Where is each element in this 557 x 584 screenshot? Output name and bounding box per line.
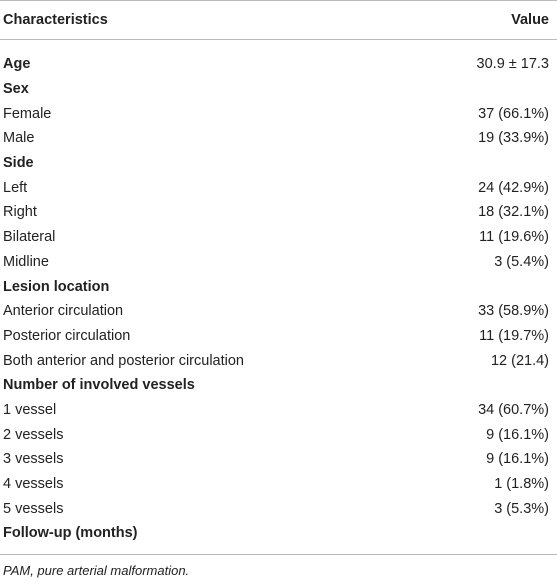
row-value — [418, 373, 557, 398]
row-value: 24 (42.9%) — [478, 179, 549, 196]
table: Characteristics Value Age 30.9 ± 17.3 Sex F… — [0, 0, 557, 555]
table-row: Age 30.9 ± 17.3 — [0, 40, 557, 77]
row-label: Both anterior and posterior circulation — [3, 352, 244, 369]
row-label: Midline — [3, 253, 49, 270]
row-value: 19 (33.9%) — [478, 130, 549, 147]
table-body: Age 30.9 ± 17.3 Sex Female 37 (66.1%) Male 19 … — [0, 40, 557, 555]
row-label: 5 vessels — [3, 500, 64, 517]
row-label: 4 vessels — [3, 476, 64, 493]
footnote: PAM, pure arterial malformation. — [3, 562, 190, 578]
table-row: Number of involved vessels — [0, 373, 557, 398]
table-row: Male 19 (33.9%) — [0, 126, 557, 151]
table-row: Lesion location — [0, 274, 557, 299]
row-value: 3 (5.4%) — [494, 253, 549, 270]
row-label: 2 vessels — [3, 426, 64, 443]
row-label: Side — [3, 155, 34, 172]
table-row: Bilateral 11 (19.6%) — [0, 225, 557, 250]
table-row: Right 18 (32.1%) — [0, 200, 557, 225]
row-label: Number of involved vessels — [3, 377, 195, 394]
row-label: 3 vessels — [3, 451, 64, 468]
row-label: Follow-up (months) — [0, 521, 418, 555]
row-value: 3 (5.3%) — [494, 500, 549, 517]
table-row: Follow-up (months) — [0, 521, 557, 555]
table-row: 1 vessel 34 (60.7%) — [0, 398, 557, 423]
row-label: Female — [3, 105, 52, 122]
row-label: Age — [3, 56, 31, 73]
row-value: 9 (16.1%) — [486, 426, 549, 443]
row-label: Sex — [3, 81, 29, 98]
row-value — [418, 521, 557, 555]
row-label: Anterior circulation — [3, 303, 124, 320]
table-row: Both anterior and posterior circulation 1… — [0, 348, 557, 373]
row-value: 33 (58.9%) — [478, 303, 549, 320]
row-label: 1 vessel — [3, 401, 57, 418]
row-label: Right — [3, 204, 37, 221]
table-row: 5 vessels 3 (5.3%) — [0, 496, 557, 521]
header-cell: Value — [418, 0, 557, 40]
header-row: Characteristics Value — [0, 0, 557, 40]
table-row: Posterior circulation 11 (19.7%) — [0, 324, 557, 349]
table-row: 3 vessels 9 (16.1%) — [0, 447, 557, 472]
row-label: Left — [3, 179, 28, 196]
row-value: 9 (16.1%) — [486, 451, 549, 468]
table-row: 2 vessels 9 (16.1%) — [0, 422, 557, 447]
row-value: 11 (19.6%) — [479, 229, 549, 246]
row-value: 12 (21.4) — [490, 352, 549, 369]
row-label: Male — [3, 130, 35, 147]
row-value: 18 (32.1%) — [478, 204, 549, 221]
table-row: Left 24 (42.9%) — [0, 175, 557, 200]
row-label: Bilateral — [3, 229, 56, 246]
table-row: Female 37 (66.1%) — [0, 101, 557, 126]
row-value — [418, 274, 557, 299]
table-row: 4 vessels 1 (1.8%) — [0, 472, 557, 497]
table-row: Anterior circulation 33 (58.9%) — [0, 299, 557, 324]
table-row: Midline 3 (5.4%) — [0, 250, 557, 275]
row-value: 1 (1.8%) — [494, 476, 549, 493]
row-label: Lesion location — [3, 278, 110, 295]
row-label: Posterior circulation — [3, 327, 131, 344]
row-value: 30.9 ± 17.3 — [476, 56, 549, 73]
row-value: 37 (66.1%) — [478, 105, 549, 122]
table-row: Sex — [0, 77, 557, 102]
table-row: Side — [0, 151, 557, 176]
row-value: 34 (60.7%) — [478, 401, 549, 418]
row-value — [418, 77, 557, 102]
row-value — [418, 151, 557, 176]
row-value: 11 (19.7%) — [479, 327, 549, 344]
header-cell: Characteristics — [0, 0, 418, 40]
